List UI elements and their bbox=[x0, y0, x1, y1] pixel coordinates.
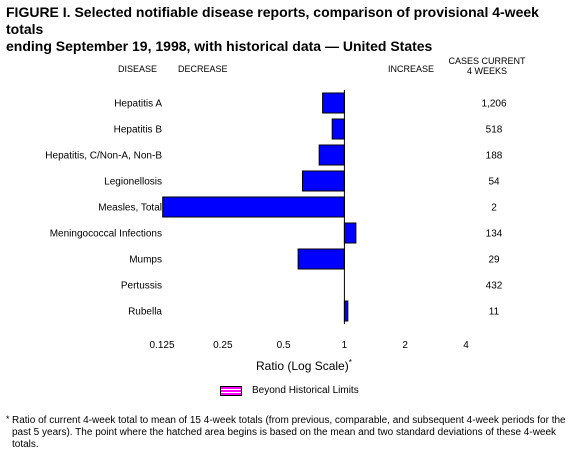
cases-value-4: 2 bbox=[491, 203, 497, 214]
cases-value-7: 432 bbox=[486, 281, 503, 292]
bar-4 bbox=[162, 196, 345, 218]
x-axis-label-text: Ratio (Log Scale) bbox=[256, 359, 349, 373]
cases-value-2: 188 bbox=[486, 151, 503, 162]
category-label-1: Hepatitis B bbox=[114, 125, 163, 136]
footnote: * Ratio of current 4-week total to mean … bbox=[6, 414, 568, 451]
x-tick-label-0: 0.125 bbox=[149, 340, 174, 351]
x-axis-label-footnote-mark: * bbox=[348, 358, 352, 367]
category-label-4: Measles, Total bbox=[98, 203, 162, 214]
cases-value-5: 134 bbox=[486, 229, 503, 240]
category-label-3: Legionellosis bbox=[104, 177, 162, 188]
cases-value-6: 29 bbox=[488, 255, 500, 266]
bar-1 bbox=[331, 118, 345, 140]
x-tick-label-1: 0.25 bbox=[213, 340, 233, 351]
x-tick-label-5: 4 bbox=[463, 340, 469, 351]
category-label-0: Hepatitis A bbox=[114, 99, 162, 110]
footnote-mark: * bbox=[6, 414, 10, 424]
category-label-8: Rubella bbox=[128, 307, 162, 318]
bar-0 bbox=[322, 92, 345, 114]
x-tick-label-4: 2 bbox=[402, 340, 408, 351]
legend-label: Beyond Historical Limits bbox=[252, 385, 359, 396]
cases-value-8: 11 bbox=[489, 307, 500, 318]
footnote-text: Ratio of current 4-week total to mean of… bbox=[12, 415, 566, 450]
category-label-5: Meningococcal Infections bbox=[50, 229, 162, 240]
category-label-2: Hepatitis, C/Non-A, Non-B bbox=[45, 151, 162, 162]
x-tick-label-2: 0.5 bbox=[277, 340, 291, 351]
cases-value-0: 1,206 bbox=[481, 99, 506, 110]
bar-2 bbox=[318, 144, 345, 166]
hatched-swatch-icon bbox=[220, 386, 242, 396]
decrease-header: DECREASE bbox=[178, 64, 228, 74]
bar-5 bbox=[343, 222, 357, 244]
x-tick-label-3: 1 bbox=[342, 340, 348, 351]
bar-6 bbox=[297, 248, 345, 270]
category-label-7: Pertussis bbox=[121, 281, 162, 292]
cases-value-3: 54 bbox=[488, 177, 500, 188]
cases-value-1: 518 bbox=[486, 125, 503, 136]
disease-column-header: DISEASE bbox=[118, 64, 158, 74]
bar-8 bbox=[343, 300, 349, 322]
bar-3 bbox=[301, 170, 345, 192]
figure-title: FIGURE I. Selected notifiable disease re… bbox=[6, 4, 539, 54]
increase-header: INCREASE bbox=[388, 64, 435, 74]
cases-column-header: CASES CURRENT 4 WEEKS bbox=[448, 56, 526, 76]
category-label-6: Mumps bbox=[129, 255, 162, 266]
x-axis-label: Ratio (Log Scale)* bbox=[256, 356, 352, 373]
